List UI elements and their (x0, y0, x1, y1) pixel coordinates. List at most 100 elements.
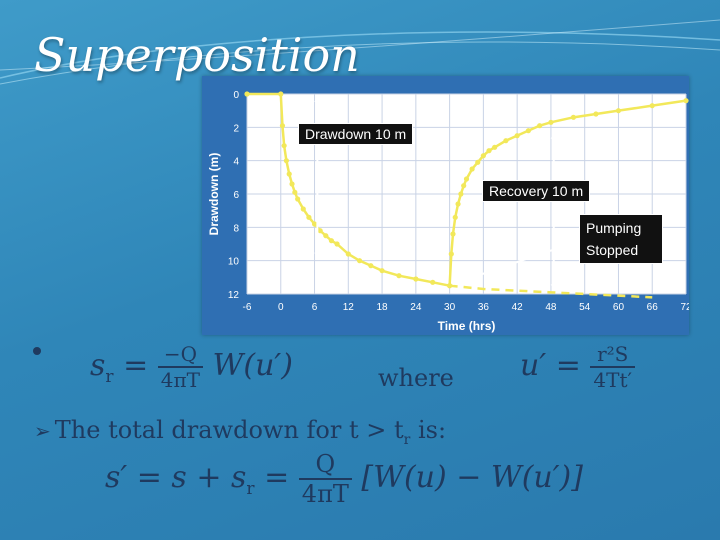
data-point (469, 166, 475, 172)
data-point (368, 263, 374, 269)
data-point (281, 143, 287, 149)
x-tick-label: 42 (512, 302, 524, 313)
data-point (323, 233, 329, 239)
data-point (455, 201, 461, 207)
x-tick-label: 48 (545, 302, 557, 313)
x-tick-label: 60 (613, 302, 625, 313)
data-point (430, 279, 436, 285)
total-equation: s′ = s + sr = Q 4πT [W(u) − W(u′)] (105, 450, 583, 508)
y-tick-label: 2 (233, 123, 239, 134)
y-tick-label: 6 (233, 190, 239, 201)
bullet-icon (33, 347, 41, 355)
data-point (480, 153, 486, 159)
sr-sub: r (105, 367, 114, 387)
u-lhs: u′ (520, 348, 547, 383)
total-lhs: s′ = s + s (105, 460, 247, 495)
total-denominator: 4πT (301, 480, 349, 508)
data-point (295, 196, 301, 202)
x-tick-label: 24 (410, 302, 422, 313)
data-point (289, 181, 295, 187)
u-denominator: 4Tt′ (593, 368, 633, 392)
data-point (503, 138, 509, 144)
data-point (514, 133, 520, 139)
drawdown-chart: -6 0 6 12 18 24 30 36 42 48 54 60 66 72 0 2 4 6 8 10 12 Time … (202, 76, 689, 335)
sr-lhs: s (90, 348, 106, 383)
data-point (458, 191, 464, 197)
data-point (279, 123, 286, 129)
annotation-drawdown: Drawdown 10 m (298, 123, 414, 145)
data-point (286, 171, 292, 177)
data-point (649, 103, 655, 109)
data-point (475, 159, 481, 165)
data-point (292, 189, 298, 195)
data-point (525, 128, 532, 134)
sr-equation: sr = −Q 4πT W(u′) (90, 342, 293, 392)
u-numerator: r²S (590, 342, 636, 368)
x-tick-label: 0 (278, 302, 284, 313)
y-tick-label: 12 (228, 290, 240, 301)
data-point (396, 273, 402, 279)
data-point (244, 91, 250, 97)
recovery-arrow-down-head (550, 284, 557, 291)
y-tick-label: 10 (228, 257, 240, 268)
y-axis-label: Drawdown (m) (207, 153, 221, 236)
x-tick-label: 18 (377, 302, 389, 313)
data-point (328, 238, 335, 244)
y-tick-label: 4 (233, 157, 239, 168)
u-equation: u′ = r²S 4Tt′ (520, 342, 636, 392)
x-tick-label: 66 (647, 302, 659, 313)
pumping-stopped-arrow-head (452, 279, 460, 285)
bullet-text-before: The total drawdown for t > t (54, 416, 404, 444)
x-tick-label: 72 (680, 302, 689, 313)
recovery-arrow-up-head (550, 132, 557, 139)
drawdown-chart-svg: -6 0 6 12 18 24 30 36 42 48 54 60 66 72024681012Time … (207, 90, 689, 333)
total-numerator: Q (298, 450, 352, 480)
y-tick-label: 0 (233, 90, 239, 101)
data-point (548, 119, 554, 125)
data-point (448, 251, 454, 257)
data-point (317, 228, 323, 234)
data-point (615, 108, 622, 114)
data-point (356, 258, 363, 264)
data-point (450, 231, 456, 237)
data-point (452, 214, 458, 220)
data-point (379, 268, 385, 274)
annotation-recovery: Recovery 10 m (482, 180, 591, 202)
data-point (593, 111, 599, 117)
data-point (345, 251, 351, 257)
total-drawdown-bullet: ➢ The total drawdown for t > tr is: (34, 416, 446, 448)
x-tick-label: 54 (579, 302, 591, 313)
drawdown-arrow-down-head (314, 252, 321, 259)
data-point (461, 183, 467, 189)
x-tick-label: 6 (312, 302, 318, 313)
data-point (447, 283, 453, 289)
data-point (413, 276, 419, 282)
where-label: where (378, 364, 454, 392)
data-point (311, 221, 318, 227)
data-point (306, 214, 312, 220)
x-axis-label: Time (hrs) (438, 319, 496, 333)
series-line-continued-pumping (449, 284, 653, 299)
data-point (570, 114, 577, 120)
total-rhs: [W(u) − W(u′)] (361, 460, 583, 495)
data-point (334, 241, 340, 247)
arrow-bullet-icon: ➢ (34, 419, 51, 443)
x-tick-label: 12 (343, 302, 355, 313)
data-point (492, 144, 498, 150)
slide-title: Superposition (34, 28, 360, 82)
sr-numerator: −Q (157, 342, 203, 368)
annotation-pumping-stopped: Pumping Stopped (579, 214, 663, 264)
title-swoosh-decoration (0, 19, 720, 85)
data-point (463, 176, 470, 182)
data-point (278, 91, 284, 97)
data-point (683, 98, 689, 104)
data-point (300, 206, 306, 212)
y-tick-label: 8 (233, 223, 239, 234)
data-point (486, 148, 492, 154)
data-point (283, 158, 289, 164)
x-tick-label: 30 (444, 302, 456, 313)
x-tick-label: 36 (478, 302, 490, 313)
total-sub: r (246, 479, 255, 499)
sr-denominator: 4πT (160, 368, 200, 392)
drawdown-arrow-up-head (314, 95, 321, 102)
